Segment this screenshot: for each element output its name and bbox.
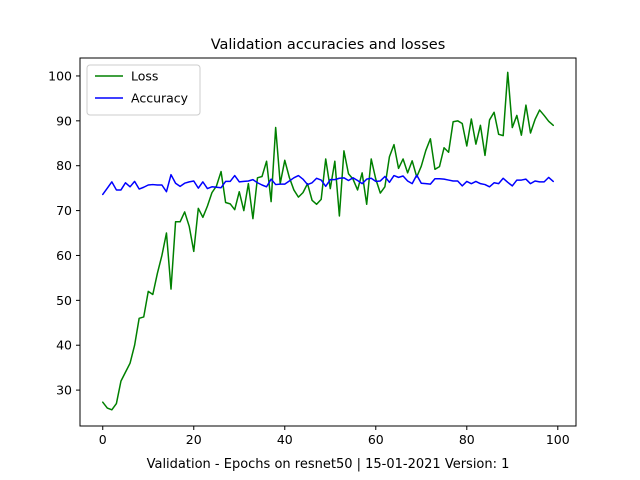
- series-line-accuracy: [102, 173, 554, 196]
- x-axis-label: Validation - Epochs on resnet50 | 15-01-…: [147, 457, 510, 472]
- y-tick-label-50: 50: [56, 293, 72, 308]
- x-tick-label-100: 100: [546, 432, 570, 447]
- series-line-loss: [102, 71, 554, 411]
- x-tick-label-80: 80: [459, 432, 475, 447]
- series-layer: [102, 71, 554, 411]
- y-tick-label-100: 100: [48, 68, 72, 83]
- y-tick-label-60: 60: [56, 248, 72, 263]
- plot-frame: [79, 57, 577, 427]
- x-tick-label-0: 0: [99, 432, 107, 447]
- legend-label-loss: Loss: [131, 69, 158, 84]
- y-tick-label-80: 80: [56, 158, 72, 173]
- x-tick-label-20: 20: [186, 432, 202, 447]
- y-tick-label-70: 70: [56, 203, 72, 218]
- legend: Loss Accuracy: [86, 64, 201, 116]
- x-tick-label-40: 40: [277, 432, 293, 447]
- axes-layer: 0 20 40 60 80 100 30 40 50 60 70 80 90 100: [48, 68, 570, 447]
- legend-label-accuracy: Accuracy: [131, 91, 189, 106]
- y-tick-label-40: 40: [56, 338, 72, 353]
- chart-title: Validation accuracies and losses: [211, 37, 446, 53]
- y-tick-label-90: 90: [56, 113, 72, 128]
- y-tick-label-30: 30: [56, 383, 72, 398]
- legend-box: [86, 64, 201, 116]
- x-tick-label-60: 60: [368, 432, 384, 447]
